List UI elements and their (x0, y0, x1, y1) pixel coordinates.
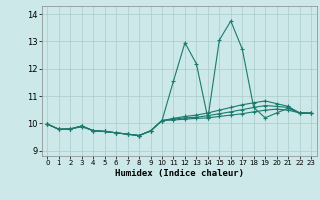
X-axis label: Humidex (Indice chaleur): Humidex (Indice chaleur) (115, 169, 244, 178)
